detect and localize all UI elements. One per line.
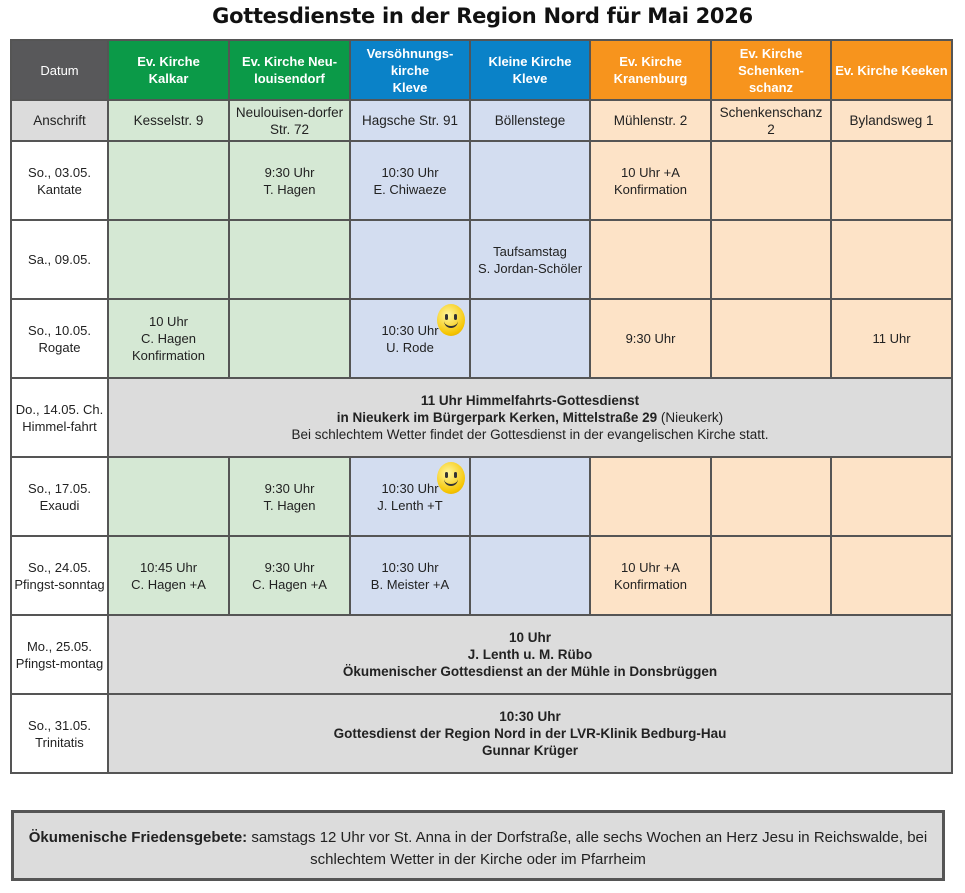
date-cell: So., 17.05. Exaudi	[10, 456, 109, 537]
service-cell	[710, 456, 832, 537]
service-cell: 10:45 Uhr C. Hagen +A	[107, 535, 230, 616]
date-cell: Mo., 25.05. Pfingst-montag	[10, 614, 109, 695]
church-address: Schenkenschanz 2	[710, 99, 832, 142]
service-cell	[469, 535, 591, 616]
merged-line-2-main: J. Lenth u. M. Rübo	[467, 647, 593, 662]
date-cell: So., 10.05. Rogate	[10, 298, 109, 379]
church-header: Ev. Kirche Kranenburg	[589, 39, 712, 101]
service-cell	[469, 298, 591, 379]
date-cell: So., 24.05. Pfingst-sonntag	[10, 535, 109, 616]
service-cell	[228, 219, 351, 300]
footer-note: Ökumenische Friedensgebete: samstags 12 …	[11, 810, 945, 881]
date-column-header: Datum	[10, 39, 109, 101]
service-cell: 9:30 Uhr C. Hagen +A	[228, 535, 351, 616]
service-cell	[107, 456, 230, 537]
schedule-table: Datum Ev. Kirche Kalkar Ev. Kirche Neu-loui…	[10, 39, 953, 774]
date-cell: Sa., 09.05.	[10, 219, 109, 300]
table-row: So., 10.05. Rogate 10 Uhr C. Hagen Konfir…	[10, 298, 953, 379]
church-address: Mühlenstr. 2	[589, 99, 712, 142]
table-row: So., 17.05. Exaudi 9:30 Uhr T. Hagen 10:30…	[10, 456, 953, 537]
church-address: Kesselstr. 9	[107, 99, 230, 142]
service-cell	[107, 219, 230, 300]
service-cell: 10:30 Uhr U. Rode	[349, 298, 471, 379]
service-cell: 10 Uhr +A Konfirmation	[589, 140, 712, 221]
church-address: Böllenstege	[469, 99, 591, 142]
church-header: Versöhnungs-kirche Kleve	[349, 39, 471, 101]
merged-cell: 10:30 Uhr Gottesdienst der Region Nord in…	[107, 693, 953, 774]
merged-line-2: J. Lenth u. M. Rübo	[111, 646, 949, 663]
merged-line-1: 10 Uhr	[508, 630, 552, 645]
date-cell: So., 31.05. Trinitatis	[10, 693, 109, 774]
merged-line-2: in Nieukerk im Bürgerpark Kerken, Mittel…	[111, 409, 949, 426]
service-cell	[830, 140, 953, 221]
merged-line-2: Gottesdienst der Region Nord in der LVR-…	[111, 725, 949, 742]
merged-cell: 10 Uhr J. Lenth u. M. Rübo Ökumenischer Go…	[107, 614, 953, 695]
service-cell: Taufsamstag S. Jordan-Schöler	[469, 219, 591, 300]
merged-line-3: Bei schlechtem Wetter findet der Gottesd…	[291, 427, 769, 442]
service-cell	[469, 140, 591, 221]
service-cell	[589, 219, 712, 300]
table-row: Sa., 09.05. Taufsamstag S. Jordan-Schöler	[10, 219, 953, 300]
service-cell	[349, 219, 471, 300]
service-cell	[710, 535, 832, 616]
church-header: Ev. Kirche Keeken	[830, 39, 953, 101]
footer-label: Ökumenische Friedensgebete:	[28, 829, 248, 846]
merged-line-1: 10:30 Uhr	[499, 709, 561, 724]
service-cell	[710, 219, 832, 300]
address-label: Anschrift	[10, 99, 109, 142]
table-row: So., 03.05. Kantate 9:30 Uhr T. Hagen 10:3…	[10, 140, 953, 221]
service-cell	[107, 140, 230, 221]
service-cell: 11 Uhr	[830, 298, 953, 379]
smiley-icon	[437, 462, 465, 494]
church-header: Kleine Kirche Kleve	[469, 39, 591, 101]
merged-line-3: Ökumenischer Gottesdienst an der Mühle i…	[342, 664, 718, 679]
date-cell: Do., 14.05. Ch. Himmel-fahrt	[10, 377, 109, 458]
merged-line-2-suffix: (Nieukerk)	[657, 410, 724, 425]
church-address: Neulouisen-dorfer Str. 72	[228, 99, 351, 142]
service-cell: 9:30 Uhr	[589, 298, 712, 379]
table-row: So., 31.05. Trinitatis 10:30 Uhr Gottesdie…	[10, 693, 953, 774]
church-address: Hagsche Str. 91	[349, 99, 471, 142]
service-cell	[830, 219, 953, 300]
merged-line-2-main: Gottesdienst der Region Nord in der LVR-…	[333, 726, 727, 741]
service-cell: 10 Uhr C. Hagen Konfirmation	[107, 298, 230, 379]
smiley-icon	[437, 304, 465, 336]
service-cell	[710, 298, 832, 379]
merged-cell: 11 Uhr Himmelfahrts-Gottesdienst in Nieuk…	[107, 377, 953, 458]
merged-line-3: Gunnar Krüger	[481, 743, 578, 758]
table-row: Do., 14.05. Ch. Himmel-fahrt 11 Uhr Himme…	[10, 377, 953, 458]
service-cell: 10:30 Uhr B. Meister +A	[349, 535, 471, 616]
table-row: Mo., 25.05. Pfingst-montag 10 Uhr J. Lenth…	[10, 614, 953, 695]
service-cell: 10:30 Uhr E. Chiwaeze	[349, 140, 471, 221]
service-cell	[710, 140, 832, 221]
merged-line-2-main: in Nieukerk im Bürgerpark Kerken, Mittel…	[336, 410, 658, 425]
service-cell: 10 Uhr +A Konfirmation	[589, 535, 712, 616]
service-cell: 9:30 Uhr T. Hagen	[228, 456, 351, 537]
service-cell	[228, 298, 351, 379]
service-cell	[469, 456, 591, 537]
church-header: Ev. Kirche Neu-louisendorf	[228, 39, 351, 101]
church-header: Ev. Kirche Schenken-schanz	[710, 39, 832, 101]
service-cell	[830, 535, 953, 616]
merged-line-1: 11 Uhr Himmelfahrts-Gottesdienst	[420, 393, 640, 408]
church-header: Ev. Kirche Kalkar	[107, 39, 230, 101]
service-cell	[589, 456, 712, 537]
service-cell: 9:30 Uhr T. Hagen	[228, 140, 351, 221]
footer-text: samstags 12 Uhr vor St. Anna in der Dorf…	[247, 829, 928, 868]
date-cell: So., 03.05. Kantate	[10, 140, 109, 221]
church-address: Bylandsweg 1	[830, 99, 953, 142]
service-cell: 10:30 Uhr J. Lenth +T	[349, 456, 471, 537]
service-cell	[830, 456, 953, 537]
page-title: Gottesdienste in der Region Nord für Mai…	[212, 4, 753, 28]
table-row: So., 24.05. Pfingst-sonntag 10:45 Uhr C. …	[10, 535, 953, 616]
